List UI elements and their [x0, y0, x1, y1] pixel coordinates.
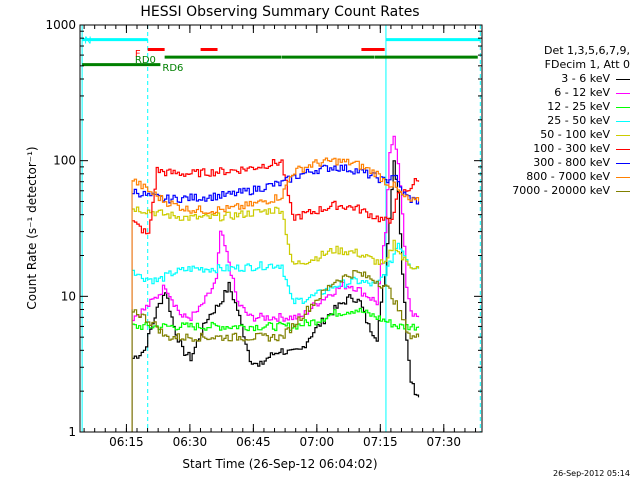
legend-swatch	[616, 162, 630, 164]
x-tick-label: 06:30	[173, 435, 208, 449]
legend-entry: 12 - 25 keV	[547, 100, 630, 113]
series-line	[132, 206, 420, 270]
x-tick-label: 07:15	[363, 435, 398, 449]
legend-entry: 800 - 7000 keV	[526, 170, 630, 183]
x-tick-label: 06:45	[236, 435, 271, 449]
chart-title: HESSI Observing Summary Count Rates	[140, 4, 419, 20]
y-axis-label: Count Rate (s⁻¹ detector⁻¹)	[25, 146, 39, 309]
flag-label: RD6	[162, 63, 183, 74]
legend-label: 300 - 800 keV	[533, 156, 610, 169]
legend-header: Det 1,3,5,6,7,9,	[543, 44, 630, 57]
series-group	[131, 135, 420, 432]
legend-swatch	[616, 106, 630, 108]
series-line	[132, 159, 420, 235]
legend-header: FDecim 1, Att 0	[544, 58, 630, 71]
legend-swatch	[616, 148, 630, 150]
legend-label: 25 - 50 keV	[547, 114, 610, 127]
legend-swatch	[616, 120, 630, 122]
legend-label: 100 - 300 keV	[533, 142, 610, 155]
x-tick-label: 07:00	[300, 435, 335, 449]
legend-label: 800 - 7000 keV	[526, 170, 610, 183]
y-tick-label: 100	[53, 154, 76, 168]
legend-entry: 25 - 50 keV	[547, 114, 630, 127]
legend-entry: 50 - 100 keV	[540, 128, 630, 141]
legend-swatch	[616, 190, 630, 192]
legend-swatch	[616, 92, 630, 94]
plot-frame	[79, 24, 483, 433]
legend-swatch	[616, 134, 630, 136]
series-line	[132, 270, 420, 342]
legend-label: 50 - 100 keV	[540, 128, 610, 141]
y-tick-label: 10	[61, 289, 76, 303]
legend-label: 6 - 12 keV	[554, 86, 610, 99]
plot-area	[81, 25, 481, 432]
timestamp: 26-Sep-2012 05:14	[553, 469, 630, 478]
legend-entry: 3 - 6 keV	[561, 72, 630, 85]
legend-entry: 7000 - 20000 keV	[512, 184, 630, 197]
flag-label: RD0	[135, 55, 156, 66]
series-line	[132, 135, 420, 322]
legend-label: 7000 - 20000 keV	[512, 184, 610, 197]
series-line	[132, 242, 420, 305]
series-line	[132, 164, 420, 205]
y-tick-label: 1000	[45, 18, 76, 32]
x-tick-label: 07:30	[426, 435, 461, 449]
legend-swatch	[616, 78, 630, 80]
x-axis-label: Start Time (26-Sep-12 06:04:02)	[182, 457, 377, 471]
legend-entry: 100 - 300 keV	[533, 142, 630, 155]
series-line	[132, 157, 420, 215]
legend-entry: 6 - 12 keV	[554, 86, 630, 99]
flag-label: F	[135, 49, 141, 60]
legend-label: 3 - 6 keV	[561, 72, 610, 85]
series-line	[132, 307, 420, 332]
axes: 06:15 06:30 06:45 07:00 07:15 07:30 1 10 100 1000	[45, 18, 483, 449]
legend-entry: 300 - 800 keV	[533, 156, 630, 169]
y-tick-label: 1	[68, 425, 76, 439]
series-line	[132, 160, 420, 398]
flag-label: N	[84, 36, 91, 47]
legend-swatch	[616, 176, 630, 178]
x-tick-label: 06:15	[109, 435, 144, 449]
legend-label: 12 - 25 keV	[547, 100, 610, 113]
